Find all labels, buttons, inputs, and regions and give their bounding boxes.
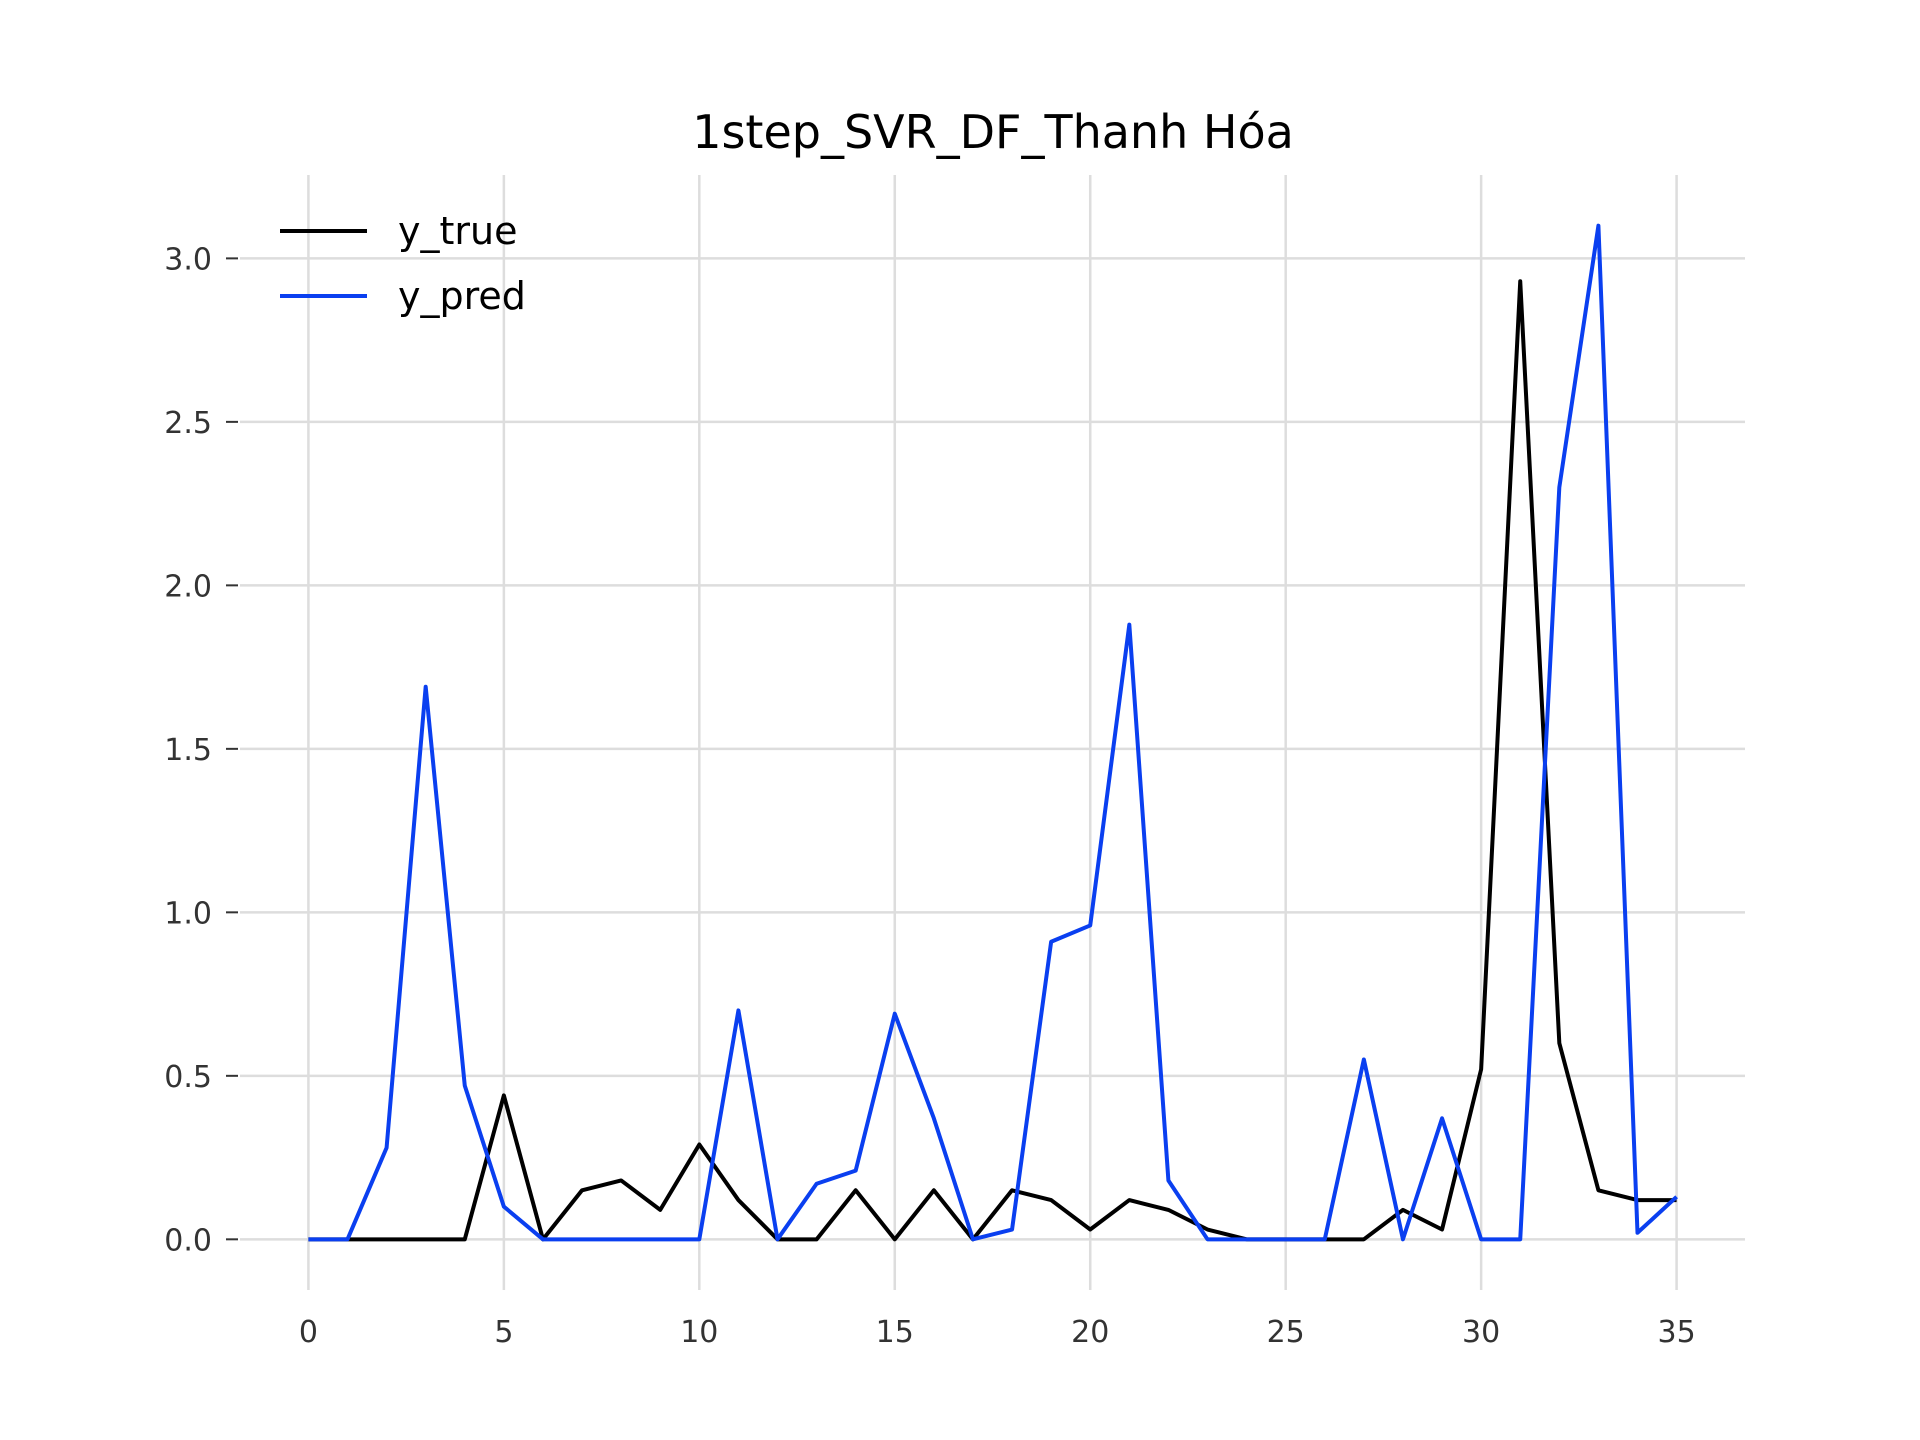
y-tick-label: 2.0 bbox=[164, 569, 212, 604]
series-line-y-true bbox=[308, 279, 1677, 1242]
x-tick-label: 15 bbox=[876, 1315, 914, 1350]
x-tick-label: 0 bbox=[299, 1315, 318, 1350]
legend-label-y-pred: y_pred bbox=[398, 274, 526, 318]
x-tick-label: 30 bbox=[1462, 1315, 1500, 1350]
y-axis: 0.0 0.5 1.0 1.5 2.0 2.5 3.0 bbox=[164, 242, 238, 1258]
x-tick-label: 10 bbox=[680, 1315, 718, 1350]
y-tick-label: 3.0 bbox=[164, 242, 212, 277]
y-tick-label: 0.0 bbox=[164, 1223, 212, 1258]
legend-label-y-true: y_true bbox=[398, 209, 517, 253]
grid bbox=[240, 175, 1745, 1290]
series-line-y-pred bbox=[308, 223, 1678, 1242]
series-group bbox=[308, 223, 1678, 1242]
x-tick-label: 20 bbox=[1071, 1315, 1109, 1350]
x-axis: 0 5 10 15 20 25 30 35 bbox=[299, 1315, 1696, 1350]
chart-title: 1step_SVR_DF_Thanh Hóa bbox=[692, 105, 1294, 159]
x-tick-label: 35 bbox=[1657, 1315, 1695, 1350]
x-tick-label: 5 bbox=[494, 1315, 513, 1350]
y-tick-label: 1.0 bbox=[164, 896, 212, 931]
y-tick-label: 0.5 bbox=[164, 1060, 212, 1095]
x-tick-label: 25 bbox=[1267, 1315, 1305, 1350]
legend: y_true y_pred bbox=[280, 209, 526, 318]
y-tick-label: 1.5 bbox=[164, 733, 212, 768]
y-tick-label: 2.5 bbox=[164, 406, 212, 441]
